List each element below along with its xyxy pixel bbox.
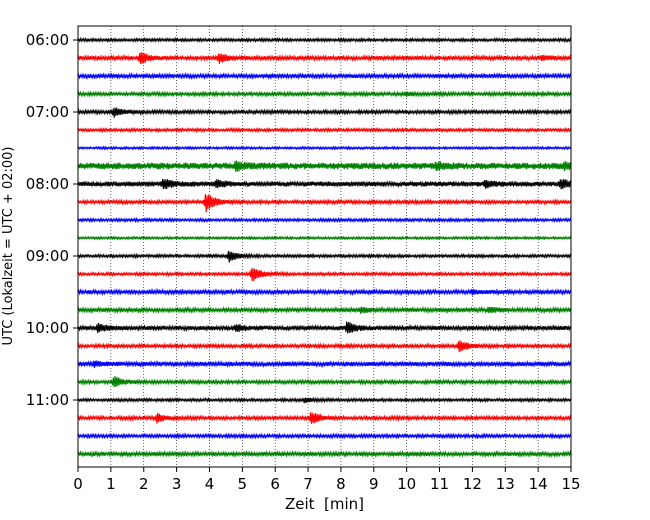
x-tick-label: 14 [529, 475, 548, 493]
x-tick-label: 0 [73, 475, 83, 493]
trace-0845 [77, 235, 572, 241]
y-tick-label: 07:00 [26, 103, 69, 121]
y-tick-label: 09:00 [26, 247, 69, 265]
x-axis-ticks: 0 1 2 3 4 5 6 7 8 9 10 11 12 13 14 15 [73, 467, 581, 493]
y-tick-label: 11:00 [26, 391, 69, 409]
trace-0645 [77, 90, 572, 98]
x-tick-label: 8 [336, 475, 346, 493]
x-tick-label: 12 [463, 475, 482, 493]
y-tick-label: 10:00 [26, 319, 69, 337]
y-axis-ticks: 06:00 07:00 08:00 09:00 10:00 11:00 [26, 31, 78, 409]
trace-0600 [77, 36, 572, 44]
x-tick-label: 13 [496, 475, 515, 493]
trace-0730 [77, 145, 572, 151]
trace-1115 [77, 412, 572, 424]
trace-0815 [77, 193, 572, 213]
seismic-traces [77, 36, 572, 459]
trace-0615 [77, 52, 572, 64]
trace-0700 [77, 107, 572, 118]
x-tick-label: 9 [369, 475, 379, 493]
trace-0745 [77, 160, 572, 172]
trace-1015 [77, 340, 572, 353]
trace-0900 [77, 251, 572, 263]
x-tick-label: 1 [106, 475, 116, 493]
x-tick-label: 15 [561, 475, 580, 493]
trace-1000 [77, 321, 572, 334]
x-axis-label: Zeit [min] [285, 495, 364, 513]
x-tick-label: 11 [430, 475, 449, 493]
plot-frame [77, 25, 572, 468]
x-tick-label: 4 [205, 475, 215, 493]
trace-0830 [77, 216, 572, 224]
x-tick-label: 6 [270, 475, 280, 493]
trace-1145 [77, 449, 572, 459]
trace-1030 [77, 359, 572, 369]
trace-1130 [77, 432, 572, 440]
x-tick-label: 7 [303, 475, 313, 493]
y-tick-label: 08:00 [26, 175, 69, 193]
x-tick-label: 5 [238, 475, 248, 493]
y-tick-label: 06:00 [26, 31, 69, 49]
trace-1045 [77, 375, 572, 388]
trace-0800 [77, 178, 572, 190]
y-axis-label: UTC (Lokalzeit = UTC + 02:00) [1, 147, 16, 346]
x-tick-label: 3 [172, 475, 182, 493]
x-tick-label: 2 [139, 475, 149, 493]
trace-0630 [77, 71, 572, 81]
trace-1100 [77, 396, 572, 404]
x-tick-label: 10 [397, 475, 416, 493]
trace-0915 [77, 267, 572, 282]
trace-0930 [77, 287, 572, 297]
trace-0945 [77, 305, 572, 315]
trace-0715 [77, 126, 572, 134]
